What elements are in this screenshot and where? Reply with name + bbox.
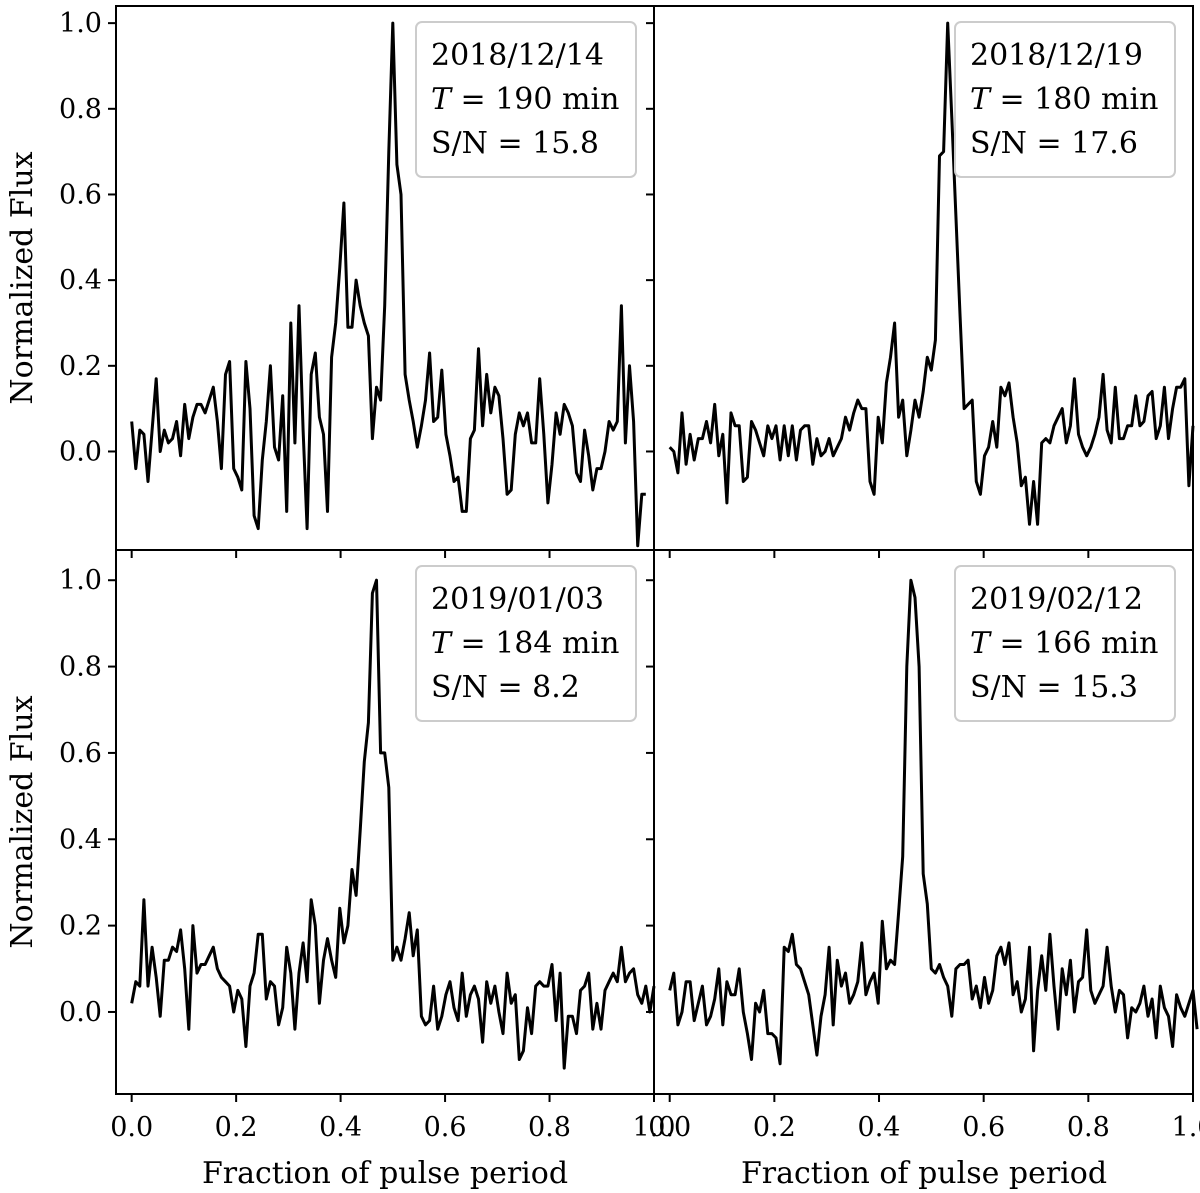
legend-duration-var: T: [431, 626, 453, 661]
x-tick-label: 0.2: [215, 1112, 258, 1143]
panel-top-right: 2018/12/19 T = 180 min S/N = 17.6: [646, 5, 1195, 558]
legend-box: [954, 565, 1176, 722]
x-tick-label: 0.8: [1067, 1112, 1110, 1143]
panel-top-left: 0.0 0.2 0.4 0.6 0.8 1.0 2018/12/14 T = 190 min S…: [59, 5, 655, 558]
legend-duration-var: T: [970, 82, 992, 117]
legend-date: 2018/12/19: [970, 38, 1143, 73]
legend-duration-value: = 184 min: [451, 626, 619, 661]
legend-duration-value: = 190 min: [451, 82, 619, 117]
legend-duration: T = 184 min: [431, 626, 619, 661]
series-line: [668, 578, 1199, 1066]
legend-box: [954, 21, 1176, 178]
legend: 2018/12/14 T = 190 min S/N = 15.8: [415, 21, 637, 178]
y-tick-label: 0.0: [59, 997, 102, 1028]
legend-duration-var: T: [970, 626, 992, 661]
x-tick-label: 1.0: [633, 1112, 676, 1143]
x-tick-label: 1.0: [1172, 1112, 1200, 1143]
ylabel-top: Normalized Flux: [5, 151, 40, 404]
y-tick-label: 0.2: [59, 351, 102, 382]
legend-sn: S/N = 15.3: [970, 670, 1138, 705]
panels: 0.0 0.2 0.4 0.6 0.8 1.0 2018/12/14 T = 190 min S…: [59, 5, 1200, 1143]
y-tick-label: 0.0: [59, 436, 102, 467]
legend-box: [415, 565, 637, 722]
y-tick-label: 0.6: [59, 738, 102, 769]
legend: 2019/01/03 T = 184 min S/N = 8.2: [415, 565, 637, 722]
xlabel-left: Fraction of pulse period: [202, 1156, 568, 1191]
panel-bottom-left: 0.0 0.2 0.4 0.6 0.8 1.0 0.0 0.2 0.4 0.6 0.8 1.0 2019…: [59, 549, 676, 1143]
legend-date: 2019/02/12: [970, 582, 1143, 617]
y-tick-label: 1.0: [59, 8, 102, 39]
legend-duration: T = 190 min: [431, 82, 619, 117]
x-tick-label: 0.4: [858, 1112, 901, 1143]
x-tick-label: 0.4: [319, 1112, 362, 1143]
legend-duration-var: T: [431, 82, 453, 117]
x-tick-label: 0.2: [753, 1112, 796, 1143]
ylabel-bottom: Normalized Flux: [5, 695, 40, 948]
series-line: [130, 21, 646, 548]
y-tick-label: 0.6: [59, 179, 102, 210]
x-tick-label: 0.0: [110, 1112, 153, 1143]
legend-date: 2018/12/14: [431, 38, 604, 73]
legend-date: 2019/01/03: [431, 582, 604, 617]
axes-frame: [653, 549, 1194, 1095]
y-tick-label: 1.0: [59, 565, 102, 596]
panel-bottom-right: 0.0 0.2 0.4 0.6 0.8 1.0 2019/02/12 T = 166 min S…: [646, 549, 1200, 1143]
legend-sn: S/N = 8.2: [431, 670, 580, 705]
y-tick-label: 0.4: [59, 265, 102, 296]
legend-box: [415, 21, 637, 178]
legend-sn: S/N = 15.8: [431, 126, 599, 161]
xlabel-right: Fraction of pulse period: [741, 1156, 1107, 1191]
x-tick-label: 0.6: [424, 1112, 467, 1143]
legend: 2019/02/12 T = 166 min S/N = 15.3: [954, 565, 1176, 722]
y-tick-label: 0.2: [59, 911, 102, 942]
legend-duration-value: = 180 min: [990, 82, 1158, 117]
y-tick-label: 0.8: [59, 652, 102, 683]
legend-duration-value: = 166 min: [990, 626, 1158, 661]
x-tick-label: 0.6: [962, 1112, 1005, 1143]
legend-sn: S/N = 17.6: [970, 126, 1138, 161]
x-tick-label: 0.0: [648, 1112, 691, 1143]
y-tick-label: 0.8: [59, 94, 102, 125]
x-tick-label: 0.8: [528, 1112, 571, 1143]
series-line: [668, 21, 1195, 526]
series-line: [130, 578, 656, 1070]
legend: 2018/12/19 T = 180 min S/N = 17.6: [954, 21, 1176, 178]
legend-duration: T = 166 min: [970, 626, 1158, 661]
y-tick-label: 0.4: [59, 824, 102, 855]
legend-duration: T = 180 min: [970, 82, 1158, 117]
